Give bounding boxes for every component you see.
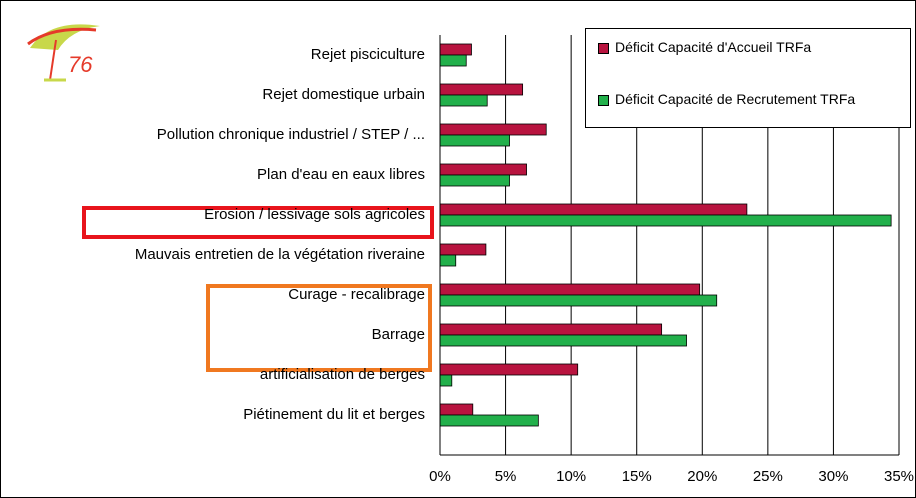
- bar: [439, 54, 467, 67]
- bar: [439, 403, 474, 416]
- bar: [439, 94, 488, 107]
- legend-item: Déficit Capacité d'Accueil TRFa: [598, 39, 908, 55]
- y-tick-label: Rejet domestique urbain: [262, 86, 425, 103]
- bar: [439, 203, 748, 216]
- x-tick-label: 35%: [884, 468, 914, 485]
- y-tick-label: Pollution chronique industriel / STEP / …: [157, 126, 425, 143]
- x-tick-label: 25%: [753, 468, 783, 485]
- x-tick-label: 5%: [495, 468, 517, 485]
- y-tick-label: Rejet pisciculture: [311, 46, 425, 63]
- logo-text: 76: [68, 52, 93, 77]
- bar: [439, 414, 539, 427]
- bar: [439, 363, 579, 376]
- x-tick-label: 30%: [818, 468, 848, 485]
- highlight-orange: [206, 284, 432, 372]
- y-tick-label: Piétinement du lit et berges: [243, 406, 425, 423]
- legend-swatch: [598, 43, 609, 54]
- bar: [439, 214, 892, 227]
- y-tick-label: Curage - recalibrage: [288, 286, 425, 303]
- bar: [439, 134, 510, 147]
- bar: [439, 254, 457, 267]
- x-tick-label: 15%: [622, 468, 652, 485]
- bar: [439, 294, 718, 307]
- highlight-red: [82, 206, 434, 239]
- bar: [439, 243, 487, 256]
- bar: [439, 123, 547, 136]
- bar: [439, 174, 510, 187]
- legend-label: Déficit Capacité de Recrutement TRFa: [615, 91, 856, 107]
- bar: [439, 323, 663, 336]
- legend: Déficit Capacité d'Accueil TRFa Déficit C…: [585, 28, 911, 128]
- bar: [439, 83, 524, 96]
- bar: [439, 374, 453, 387]
- x-tick-label: 0%: [429, 468, 451, 485]
- x-tick-label: 10%: [556, 468, 586, 485]
- y-tick-label: Erosion / lessivage sols agricoles: [204, 206, 425, 223]
- y-tick-label: Barrage: [372, 326, 425, 343]
- bar: [439, 334, 687, 347]
- x-tick-label: 20%: [687, 468, 717, 485]
- legend-item: Déficit Capacité de Recrutement TRFa: [598, 91, 908, 107]
- y-tick-label: artificialisation de berges: [260, 366, 425, 383]
- legend-label: Déficit Capacité d'Accueil TRFa: [615, 39, 812, 55]
- y-tick-label: Mauvais entretien de la végétation river…: [135, 246, 425, 263]
- logo: 76: [27, 24, 100, 82]
- bar: [439, 163, 527, 176]
- y-tick-label: Plan d'eau en eaux libres: [257, 166, 425, 183]
- bar: [439, 283, 701, 296]
- legend-swatch: [598, 95, 609, 106]
- bar: [439, 43, 472, 56]
